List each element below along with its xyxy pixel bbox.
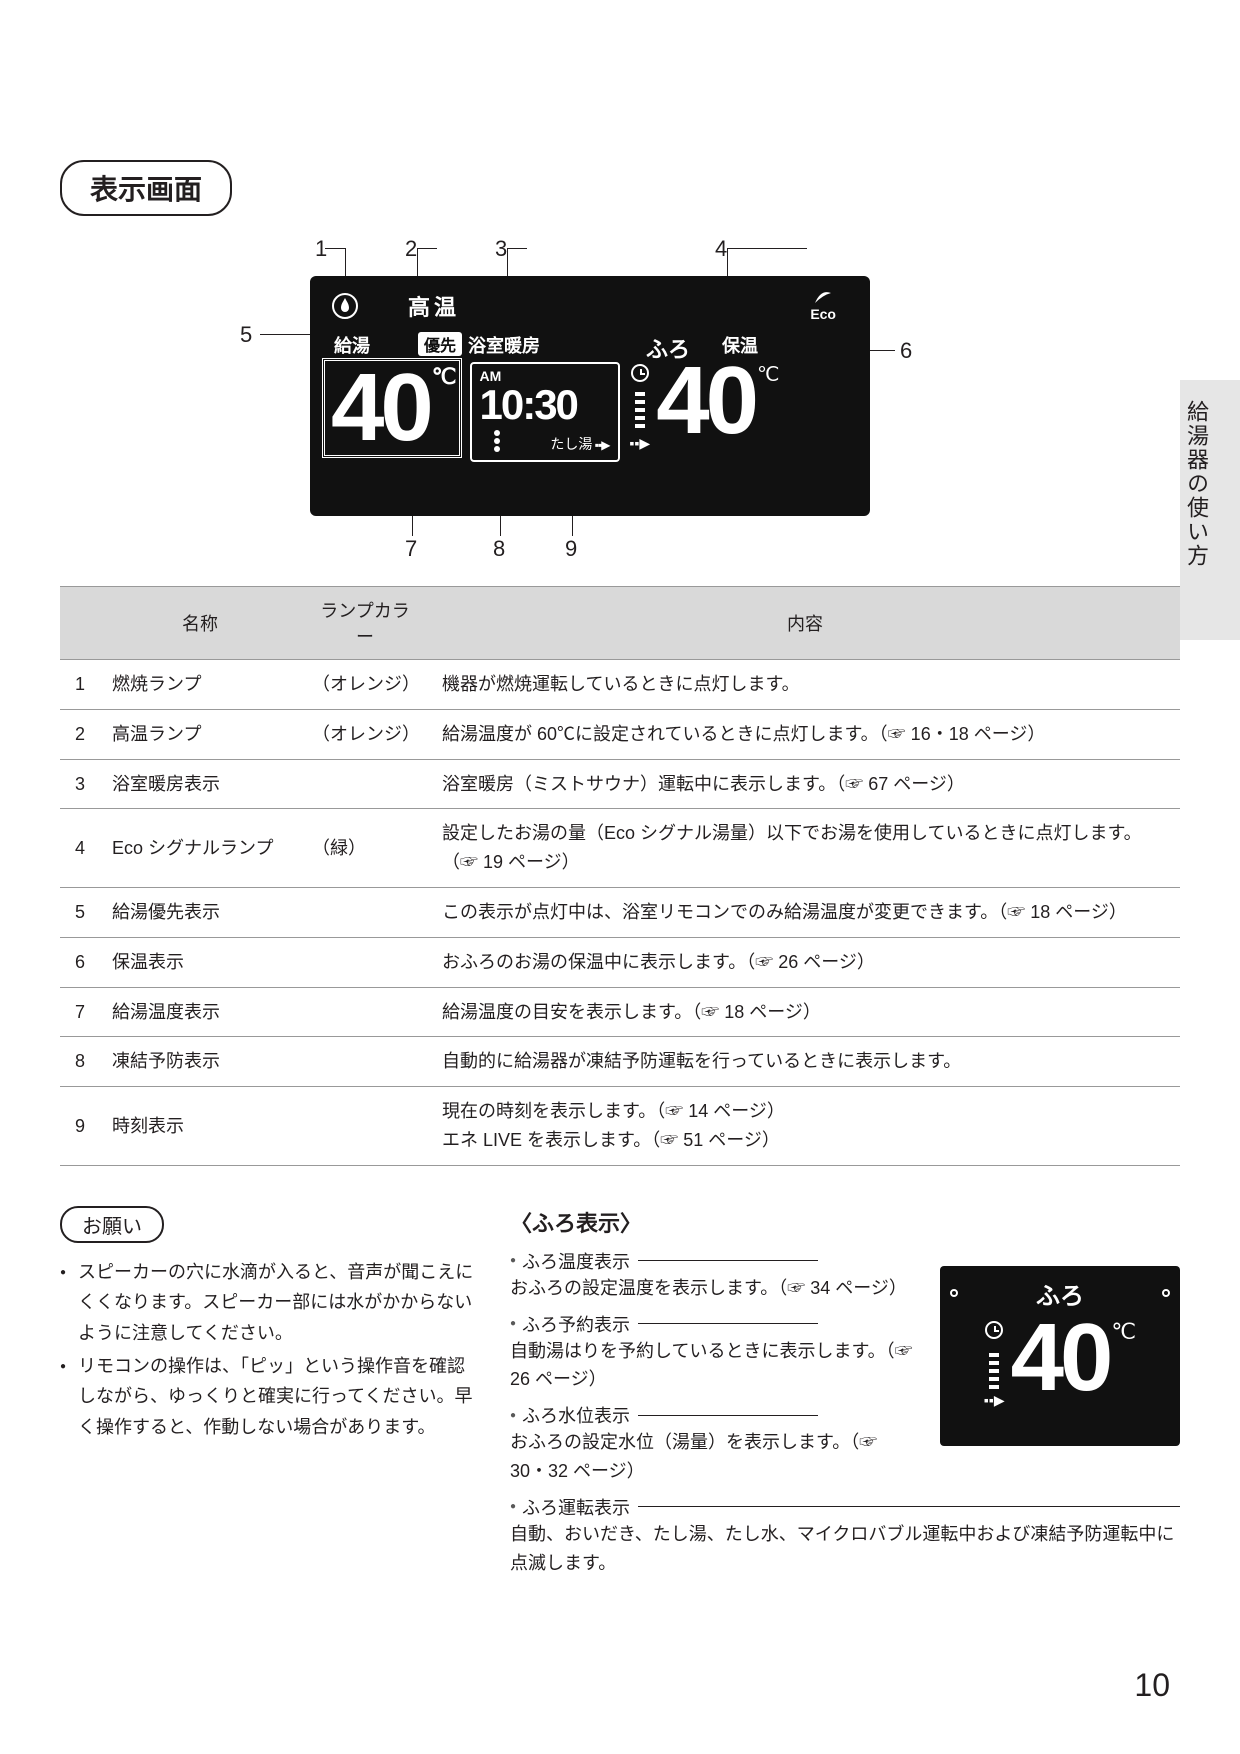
- callout-4: 4: [715, 236, 727, 262]
- table-row: 6保温表示 おふろのお湯の保温中に表示します。（☞ 26 ページ）: [60, 937, 1180, 987]
- cell-name: 時刻表示: [100, 1087, 300, 1166]
- cell-content: この表示が点灯中は、浴室リモコンでのみ給湯温度が変更できます。（☞ 18 ページ…: [430, 887, 1180, 937]
- cell-color: [300, 1087, 430, 1166]
- cell-content: 自動的に給湯器が凍結予防運転を行っているときに表示します。: [430, 1037, 1180, 1087]
- freeze-icon: [494, 430, 512, 454]
- heat-label: 浴室暖房: [468, 332, 540, 358]
- cell-color: （緑）: [300, 809, 430, 888]
- callout-7: 7: [405, 536, 417, 562]
- cell-color: [300, 759, 430, 809]
- bath-temp: 40: [656, 358, 755, 454]
- furo-item-label: ふろ運転表示: [510, 1494, 1180, 1520]
- clock-value: 10:30: [480, 384, 610, 426]
- cell-content: 浴室暖房（ミストサウナ）運転中に表示します。（☞ 67 ページ）: [430, 759, 1180, 809]
- cell-content: 設定したお湯の量（Eco シグナル湯量）以下でお湯を使用しているときに点灯します…: [430, 809, 1180, 888]
- callout-2: 2: [405, 236, 417, 262]
- priority-label: 優先: [418, 332, 462, 356]
- cell-content: おふろのお湯の保温中に表示します。（☞ 26 ページ）: [430, 937, 1180, 987]
- furo-mini-display: ふろ ▪▪▶ 40 ℃: [940, 1266, 1180, 1446]
- dot-icon: [1162, 1289, 1170, 1297]
- cell-content: 給湯温度の目安を表示します。（☞ 18 ページ）: [430, 987, 1180, 1037]
- cell-name: Eco シグナルランプ: [100, 809, 300, 888]
- cell-content: 機器が燃焼運転しているときに点灯します。: [430, 660, 1180, 710]
- table-row: 7給湯温度表示 給湯温度の目安を表示します。（☞ 18 ページ）: [60, 987, 1180, 1037]
- section-title: 表示画面: [60, 160, 232, 216]
- cell-color: [300, 937, 430, 987]
- cell-content: 給湯温度が 60℃に設定されているときに点灯します。（☞ 16・18 ページ）: [430, 709, 1180, 759]
- table-row: 4Eco シグナルランプ（緑）設定したお湯の量（Eco シグナル湯量）以下でお湯…: [60, 809, 1180, 888]
- cell-content: 現在の時刻を表示します。（☞ 14 ページ） エネ LIVE を表示します。（☞…: [430, 1087, 1180, 1166]
- cell-color: [300, 1037, 430, 1087]
- cell-num: 4: [60, 809, 100, 888]
- callout-3: 3: [495, 236, 507, 262]
- furo-item: ふろ運転表示自動、おいだき、たし湯、たし水、マイクロバブル運転中および凍結予防運…: [510, 1494, 1180, 1578]
- onegai-title: お願い: [60, 1206, 164, 1243]
- callout-1: 1: [315, 236, 327, 262]
- bath-column: ▪▪▶ 40 ℃: [630, 358, 780, 454]
- onegai-list: スピーカーの穴に水滴が入ると、音声が聞こえにくくなります。スピーカー部には水がか…: [60, 1257, 480, 1443]
- level-arrow-icon: ▪▪▶: [630, 435, 651, 452]
- th-num: [60, 587, 100, 660]
- cell-num: 7: [60, 987, 100, 1037]
- eco-icon: Eco: [810, 291, 836, 321]
- cell-num: 6: [60, 937, 100, 987]
- table-row: 3浴室暖房表示 浴室暖房（ミストサウナ）運転中に表示します。（☞ 67 ページ）: [60, 759, 1180, 809]
- cell-color: [300, 987, 430, 1037]
- table-row: 8凍結予防表示 自動的に給湯器が凍結予防運転を行っているときに表示します。: [60, 1037, 1180, 1087]
- furo-mini-temp: 40: [1011, 1315, 1110, 1401]
- cell-num: 8: [60, 1037, 100, 1087]
- th-content: 内容: [430, 587, 1180, 660]
- callout-5: 5: [240, 322, 252, 348]
- display-panel-area: 1 2 3 4 5 6 7 8 9: [60, 236, 1180, 566]
- table-row: 9時刻表示 現在の時刻を表示します。（☞ 14 ページ） エネ LIVE を表示し…: [60, 1087, 1180, 1166]
- cell-num: 1: [60, 660, 100, 710]
- table-row: 1燃焼ランプ（オレンジ）機器が燃焼運転しているときに点灯します。: [60, 660, 1180, 710]
- callout-6: 6: [900, 338, 912, 364]
- clock-icon: [985, 1321, 1003, 1339]
- cell-name: 浴室暖房表示: [100, 759, 300, 809]
- cell-num: 2: [60, 709, 100, 759]
- supply-temp: 40℃: [322, 358, 462, 458]
- cell-name: 燃焼ランプ: [100, 660, 300, 710]
- dot-icon: [950, 1289, 958, 1297]
- level-arrow-icon: ▪▪▶: [984, 1392, 1005, 1409]
- clock-box: AM 10:30 たし湯: [470, 362, 620, 462]
- list-item: スピーカーの穴に水滴が入ると、音声が聞こえにくくなります。スピーカー部には水がか…: [60, 1257, 480, 1349]
- cell-num: 5: [60, 887, 100, 937]
- cell-name: 凍結予防表示: [100, 1037, 300, 1087]
- level-bar-icon: [635, 392, 645, 428]
- clock-icon: [631, 364, 649, 382]
- callout-8: 8: [493, 536, 505, 562]
- cell-color: [300, 887, 430, 937]
- cell-num: 3: [60, 759, 100, 809]
- cell-name: 高温ランプ: [100, 709, 300, 759]
- furo-item-desc: 自動、おいだき、たし湯、たし水、マイクロバブル運転中および凍結予防運転中に点滅し…: [510, 1520, 1180, 1578]
- cell-name: 給湯温度表示: [100, 987, 300, 1037]
- reference-table: 名称 ランプカラー 内容 1燃焼ランプ（オレンジ）機器が燃焼運転しているときに点…: [60, 586, 1180, 1166]
- cell-color: （オレンジ）: [300, 660, 430, 710]
- table-row: 2高温ランプ（オレンジ）給湯温度が 60℃に設定されているときに点灯します。（☞…: [60, 709, 1180, 759]
- th-color: ランプカラー: [300, 587, 430, 660]
- cell-name: 保温表示: [100, 937, 300, 987]
- remote-display: 高温 Eco 給湯 優先 浴室暖房 ふろ 保温 40℃ AM 10:30: [310, 276, 870, 516]
- list-item: リモコンの操作は、「ピッ」という操作音を確認しながら、ゆっくりと確実に行ってくだ…: [60, 1351, 480, 1443]
- th-name: 名称: [100, 587, 300, 660]
- furo-title: 〈ふろ表示〉: [510, 1206, 1180, 1238]
- level-bar-icon: [989, 1353, 999, 1389]
- table-row: 5給湯優先表示 この表示が点灯中は、浴室リモコンでのみ給湯温度が変更できます。（☞…: [60, 887, 1180, 937]
- callout-9: 9: [565, 536, 577, 562]
- page-number: 10: [1134, 1667, 1170, 1704]
- cell-color: （オレンジ）: [300, 709, 430, 759]
- hot-label: 高温: [408, 290, 460, 322]
- flame-icon: [332, 293, 358, 319]
- tashiyu-label: たし湯: [550, 434, 609, 454]
- cell-name: 給湯優先表示: [100, 887, 300, 937]
- cell-num: 9: [60, 1087, 100, 1166]
